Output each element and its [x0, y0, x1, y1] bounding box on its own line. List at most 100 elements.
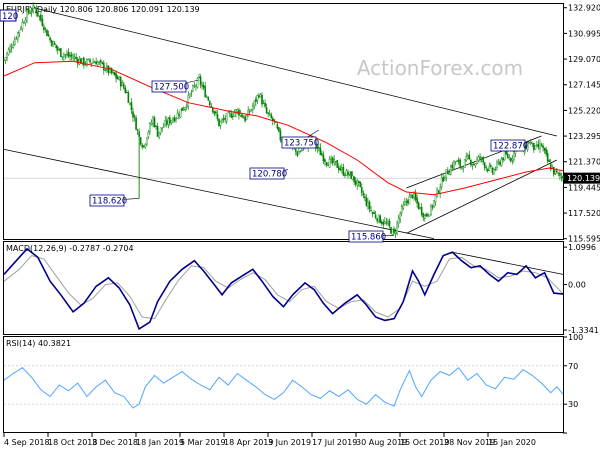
callout-box [249, 167, 285, 180]
candle-body [270, 114, 273, 119]
candle-body [175, 117, 177, 120]
price-y-tick-label: 115.595 [568, 235, 600, 244]
candle-body [301, 149, 303, 152]
current-price-label: 120.139 [567, 174, 600, 183]
corner-label: 120 [2, 12, 18, 22]
candle-body [40, 14, 42, 21]
x-tick-label: 18 Apr 2019 [224, 438, 273, 447]
candle-body [172, 119, 174, 123]
candle-body [479, 156, 481, 158]
candle-body [536, 144, 538, 146]
candle-body [331, 157, 334, 164]
corner-label-box [0, 9, 17, 22]
candle-body [321, 153, 323, 156]
candle-body [233, 112, 236, 117]
candle-body [112, 71, 114, 73]
candle-body [170, 120, 173, 123]
candle-body [539, 143, 541, 149]
candle-body [451, 165, 454, 169]
price-y-tick-label: 121.370 [568, 158, 600, 167]
candle-body [253, 100, 256, 107]
callout-label: 120.780 [252, 170, 287, 180]
candle-body [189, 93, 191, 98]
candle-body [379, 215, 382, 224]
candle-body [76, 59, 79, 64]
candle-body [230, 113, 233, 118]
candle-body [462, 168, 464, 170]
candle-body [370, 209, 372, 211]
candle-body [35, 7, 38, 14]
candle-body [78, 58, 81, 65]
candle-body [153, 117, 156, 127]
macd-title: MACD(12,26,9) -0.2787 -0.2704 [6, 244, 134, 253]
candle-body [72, 57, 74, 59]
candle-body [222, 118, 225, 120]
candle-body [192, 85, 194, 92]
candle-body [499, 161, 501, 165]
candle-body [433, 200, 435, 208]
candle-body [485, 167, 488, 169]
candle-body [394, 232, 397, 234]
candle-body [248, 111, 251, 113]
candle-body [29, 12, 31, 14]
candle-body [480, 157, 483, 159]
candle-body [393, 228, 395, 233]
candle-body [359, 181, 362, 187]
candle-body [459, 159, 461, 167]
candle-body [129, 102, 131, 105]
candle-body [213, 111, 216, 114]
sma-line [3, 60, 564, 196]
candle-body [146, 137, 148, 145]
candle-body [554, 170, 557, 174]
candle-body [548, 160, 550, 163]
candle-body [218, 118, 220, 127]
candle-body [116, 76, 119, 80]
x-tick-label: 28 Nov 2019 [444, 438, 495, 447]
candle-body [139, 137, 142, 145]
candle-body [49, 37, 51, 41]
candle-body [208, 101, 211, 106]
candle-body [347, 171, 349, 176]
candle-body [382, 221, 385, 225]
candle-body [265, 107, 268, 114]
candle-body [142, 145, 145, 147]
candle-body [251, 106, 254, 111]
candle-body [534, 145, 537, 151]
candle-body [318, 147, 320, 149]
candle-body [89, 59, 91, 63]
price-y-tick-label: 117.520 [568, 209, 600, 218]
candle-body [268, 113, 271, 115]
candle-body [70, 54, 73, 57]
candle-body [60, 48, 62, 57]
candle-body [513, 151, 515, 161]
candle-body [468, 154, 471, 159]
candle-body [408, 195, 411, 205]
candle-body [361, 187, 363, 194]
candle-body [416, 197, 418, 204]
callout-box [281, 136, 317, 149]
candle-body [490, 165, 492, 168]
callout-label: 127.500 [154, 83, 189, 93]
candle-body [178, 114, 180, 116]
candle-body [164, 120, 167, 126]
candle-body [144, 143, 147, 148]
candle-body [115, 73, 117, 79]
price-y-tick-label: 132.920 [568, 4, 600, 13]
x-tick-label: 5 Mar 2019 [180, 438, 226, 447]
rsi-title: RSI(14) 40.3821 [6, 339, 71, 348]
candle-body [450, 166, 452, 175]
candle-body [181, 107, 183, 111]
rsi-y-tick-label: 30 [568, 400, 578, 409]
candle-body [198, 76, 200, 78]
candle-body [38, 15, 41, 17]
candle-body [334, 160, 337, 162]
candle-body [187, 95, 190, 107]
candle-body [9, 46, 11, 52]
candle-body [483, 162, 486, 168]
candle-body [98, 61, 101, 63]
candle-body [20, 28, 22, 30]
candle-body [556, 170, 558, 173]
candle-body [250, 109, 253, 111]
candle-body [466, 154, 469, 159]
